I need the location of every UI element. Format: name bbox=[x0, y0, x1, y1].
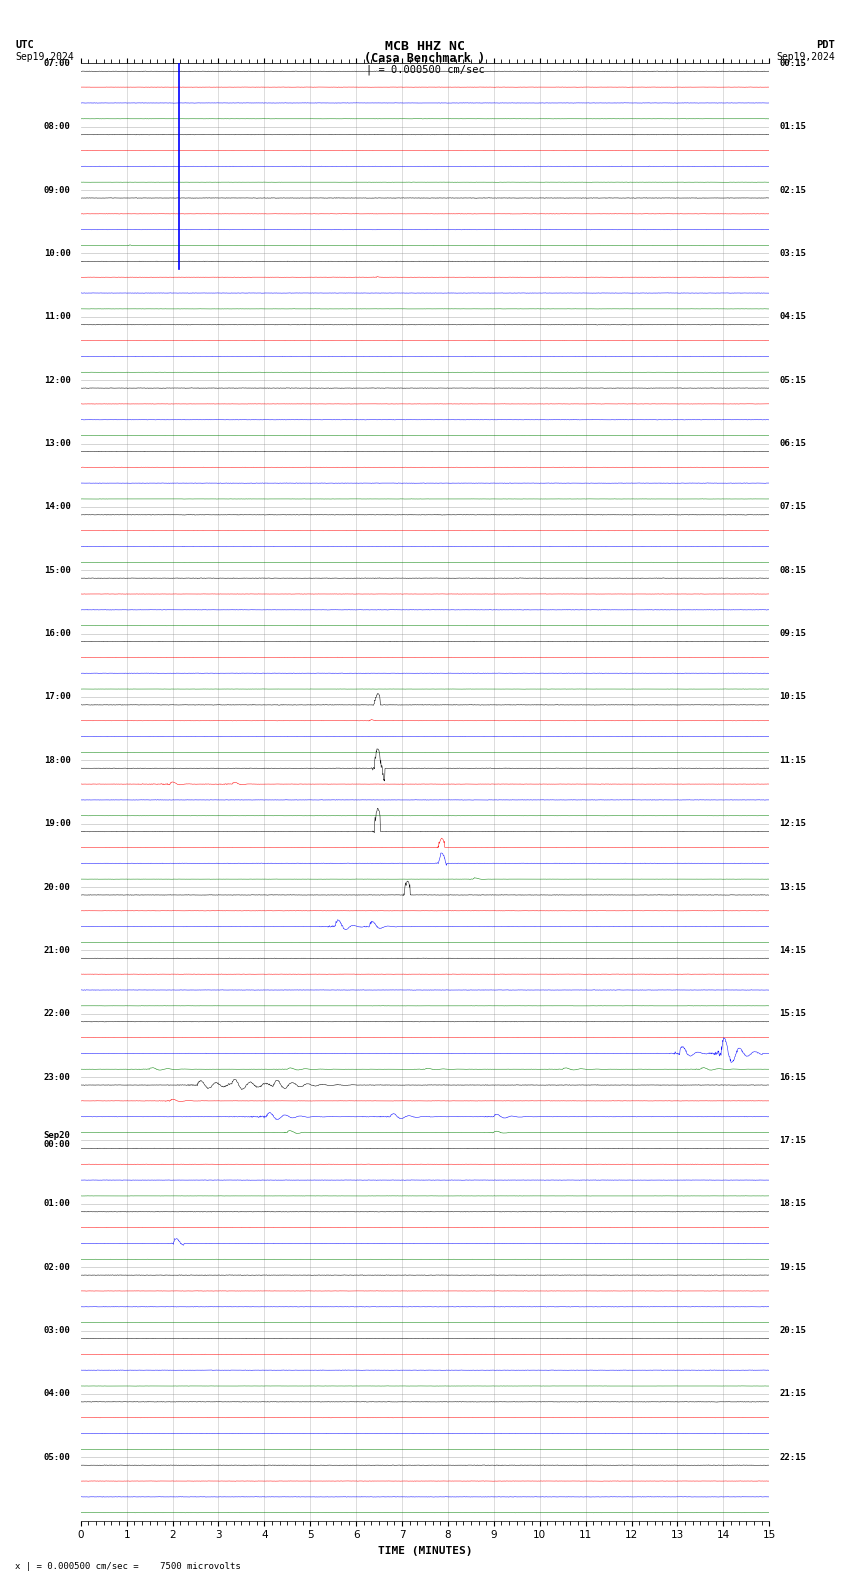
Text: 14:00: 14:00 bbox=[44, 502, 71, 512]
Text: 20:15: 20:15 bbox=[779, 1326, 806, 1335]
Text: 16:15: 16:15 bbox=[779, 1072, 806, 1082]
Text: 01:15: 01:15 bbox=[779, 122, 806, 131]
Text: | = 0.000500 cm/sec: | = 0.000500 cm/sec bbox=[366, 65, 484, 76]
Text: PDT: PDT bbox=[816, 40, 835, 49]
Text: 01:00: 01:00 bbox=[44, 1199, 71, 1209]
Text: Sep20: Sep20 bbox=[44, 1131, 71, 1140]
Text: 12:00: 12:00 bbox=[44, 375, 71, 385]
Text: 16:00: 16:00 bbox=[44, 629, 71, 638]
Text: 09:15: 09:15 bbox=[779, 629, 806, 638]
Text: 07:00: 07:00 bbox=[44, 59, 71, 68]
Text: 06:15: 06:15 bbox=[779, 439, 806, 448]
Text: 12:15: 12:15 bbox=[779, 819, 806, 828]
Text: 10:15: 10:15 bbox=[779, 692, 806, 702]
Text: 02:00: 02:00 bbox=[44, 1262, 71, 1272]
Text: 09:00: 09:00 bbox=[44, 185, 71, 195]
Text: (Casa Benchmark ): (Casa Benchmark ) bbox=[365, 52, 485, 65]
Text: 00:00: 00:00 bbox=[44, 1140, 71, 1150]
Text: 18:00: 18:00 bbox=[44, 756, 71, 765]
Text: 08:00: 08:00 bbox=[44, 122, 71, 131]
X-axis label: TIME (MINUTES): TIME (MINUTES) bbox=[377, 1546, 473, 1555]
Text: 05:15: 05:15 bbox=[779, 375, 806, 385]
Text: Sep19,2024: Sep19,2024 bbox=[15, 52, 74, 62]
Text: 15:00: 15:00 bbox=[44, 565, 71, 575]
Text: 22:15: 22:15 bbox=[779, 1453, 806, 1462]
Text: UTC: UTC bbox=[15, 40, 34, 49]
Text: Sep19,2024: Sep19,2024 bbox=[776, 52, 835, 62]
Text: 23:00: 23:00 bbox=[44, 1072, 71, 1082]
Text: x | = 0.000500 cm/sec =    7500 microvolts: x | = 0.000500 cm/sec = 7500 microvolts bbox=[15, 1562, 241, 1571]
Text: 05:00: 05:00 bbox=[44, 1453, 71, 1462]
Text: 00:15: 00:15 bbox=[779, 59, 806, 68]
Text: 17:00: 17:00 bbox=[44, 692, 71, 702]
Text: 10:00: 10:00 bbox=[44, 249, 71, 258]
Text: 20:00: 20:00 bbox=[44, 882, 71, 892]
Text: 08:15: 08:15 bbox=[779, 565, 806, 575]
Text: 18:15: 18:15 bbox=[779, 1199, 806, 1209]
Text: 03:15: 03:15 bbox=[779, 249, 806, 258]
Text: 13:15: 13:15 bbox=[779, 882, 806, 892]
Text: 02:15: 02:15 bbox=[779, 185, 806, 195]
Text: 14:15: 14:15 bbox=[779, 946, 806, 955]
Text: 17:15: 17:15 bbox=[779, 1136, 806, 1145]
Text: 21:00: 21:00 bbox=[44, 946, 71, 955]
Text: 22:00: 22:00 bbox=[44, 1009, 71, 1019]
Text: 11:15: 11:15 bbox=[779, 756, 806, 765]
Text: 19:15: 19:15 bbox=[779, 1262, 806, 1272]
Text: 13:00: 13:00 bbox=[44, 439, 71, 448]
Text: 19:00: 19:00 bbox=[44, 819, 71, 828]
Text: 03:00: 03:00 bbox=[44, 1326, 71, 1335]
Text: 04:15: 04:15 bbox=[779, 312, 806, 322]
Text: MCB HHZ NC: MCB HHZ NC bbox=[385, 40, 465, 52]
Text: 07:15: 07:15 bbox=[779, 502, 806, 512]
Text: 11:00: 11:00 bbox=[44, 312, 71, 322]
Text: 21:15: 21:15 bbox=[779, 1389, 806, 1399]
Text: 04:00: 04:00 bbox=[44, 1389, 71, 1399]
Text: 15:15: 15:15 bbox=[779, 1009, 806, 1019]
